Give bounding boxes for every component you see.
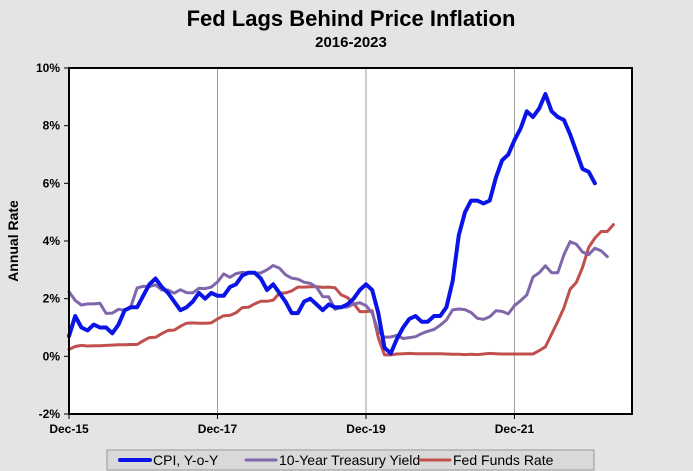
legend-label: Fed Funds Rate: [453, 452, 554, 468]
legend: CPI, Y-o-Y 10-Year Treasury Yield Fed Fund…: [106, 449, 595, 471]
legend-label: 10-Year Treasury Yield: [279, 452, 420, 468]
x-tick-label: Dec-17: [198, 422, 238, 436]
series-line-3: [67, 223, 615, 357]
series-layer: [67, 92, 615, 357]
y-axis: -2% 0% 2% 4% 6% 8% 10%: [36, 61, 69, 421]
legend-label: CPI, Y-o-Y: [153, 452, 219, 468]
legend-box: [106, 449, 595, 471]
y-tick-label: -2%: [39, 407, 61, 421]
y-axis-title: Annual Rate: [5, 200, 21, 282]
y-tick-label: 4%: [43, 234, 61, 248]
y-tick-label: 0%: [43, 349, 61, 363]
x-tick-label: Dec-15: [49, 422, 89, 436]
grid: [216, 68, 515, 414]
y-tick-label: 6%: [43, 176, 61, 190]
x-tick-label: Dec-19: [346, 422, 386, 436]
y-tick-label: 8%: [43, 119, 61, 133]
series-line-1: [67, 92, 597, 356]
chart-subtitle: 2016-2023: [315, 34, 387, 51]
chart-title: Fed Lags Behind Price Inflation: [187, 6, 516, 31]
y-tick-label: 10%: [36, 61, 60, 75]
y-tick-label: 2%: [43, 292, 61, 306]
x-tick-label: Dec-21: [495, 422, 535, 436]
plot-area: [69, 68, 632, 414]
x-axis: Dec-15 Dec-17 Dec-19 Dec-21: [49, 414, 534, 436]
